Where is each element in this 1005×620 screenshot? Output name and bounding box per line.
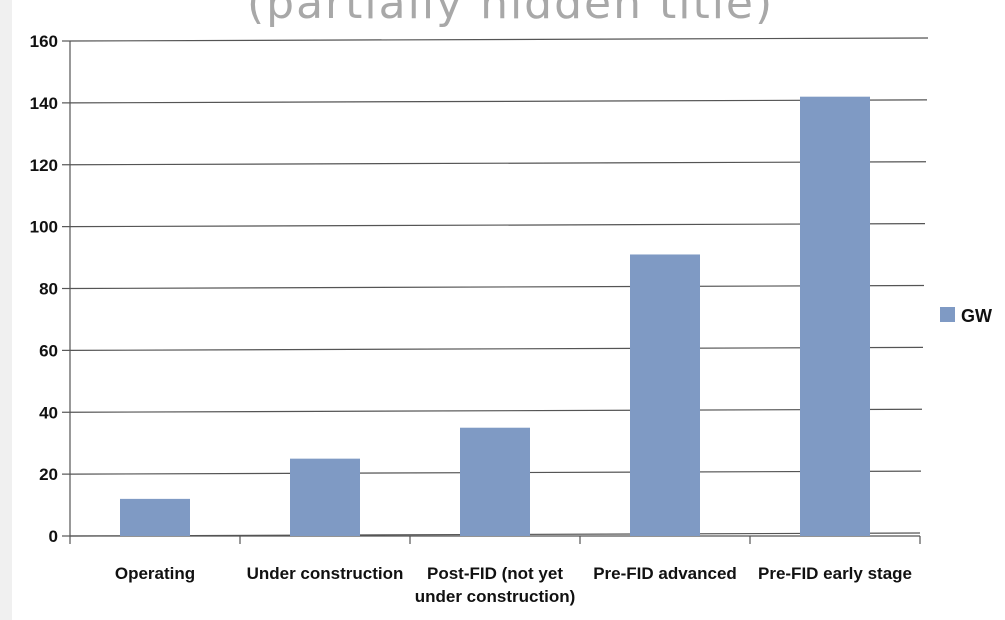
grid-line-7 (69, 99, 928, 104)
top-title-partial: (partially hidden title) (247, 0, 775, 29)
legend-label: GW (961, 306, 992, 326)
legend-swatch (940, 307, 955, 322)
bar-1 (290, 458, 360, 536)
y-tick-label-5: 100 (30, 218, 58, 237)
bar-4 (800, 96, 870, 536)
grid-line-6 (69, 161, 927, 166)
x-category-label-4-0: Pre-FID early stage (758, 564, 912, 583)
y-tick-label-0: 0 (49, 527, 58, 546)
y-tick-label-6: 120 (30, 156, 58, 175)
bar-2 (460, 427, 530, 536)
grid-line-4 (69, 284, 925, 290)
x-category-label-3-0: Pre-FID advanced (593, 564, 737, 583)
y-tick-label-8: 160 (30, 32, 58, 51)
grid-line-5 (69, 223, 926, 228)
x-category-label-0-0: Operating (115, 564, 195, 583)
chart-card: (partially hidden title) 0 20 40 60 80 100 120… (12, 0, 1005, 620)
grid-line-3 (69, 346, 924, 351)
x-category-label-1-0: Under construction (247, 564, 404, 583)
y-tick-label-2: 40 (39, 403, 58, 422)
bar-3 (630, 254, 700, 536)
bar-chart: 0 20 40 60 80 100 120 140 160 Operating Under cons… (30, 32, 992, 606)
bar-0 (120, 498, 190, 536)
x-category-label-2-1: under construction) (415, 587, 576, 606)
y-tick-label-4: 80 (39, 280, 58, 299)
grid-line-2 (69, 408, 923, 413)
y-tick-label-3: 60 (39, 341, 58, 360)
grid-line-8 (69, 37, 929, 42)
x-category-label-2-0: Post-FID (not yet (427, 564, 563, 583)
y-tick-label-1: 20 (39, 465, 58, 484)
y-tick-label-7: 140 (30, 94, 58, 113)
